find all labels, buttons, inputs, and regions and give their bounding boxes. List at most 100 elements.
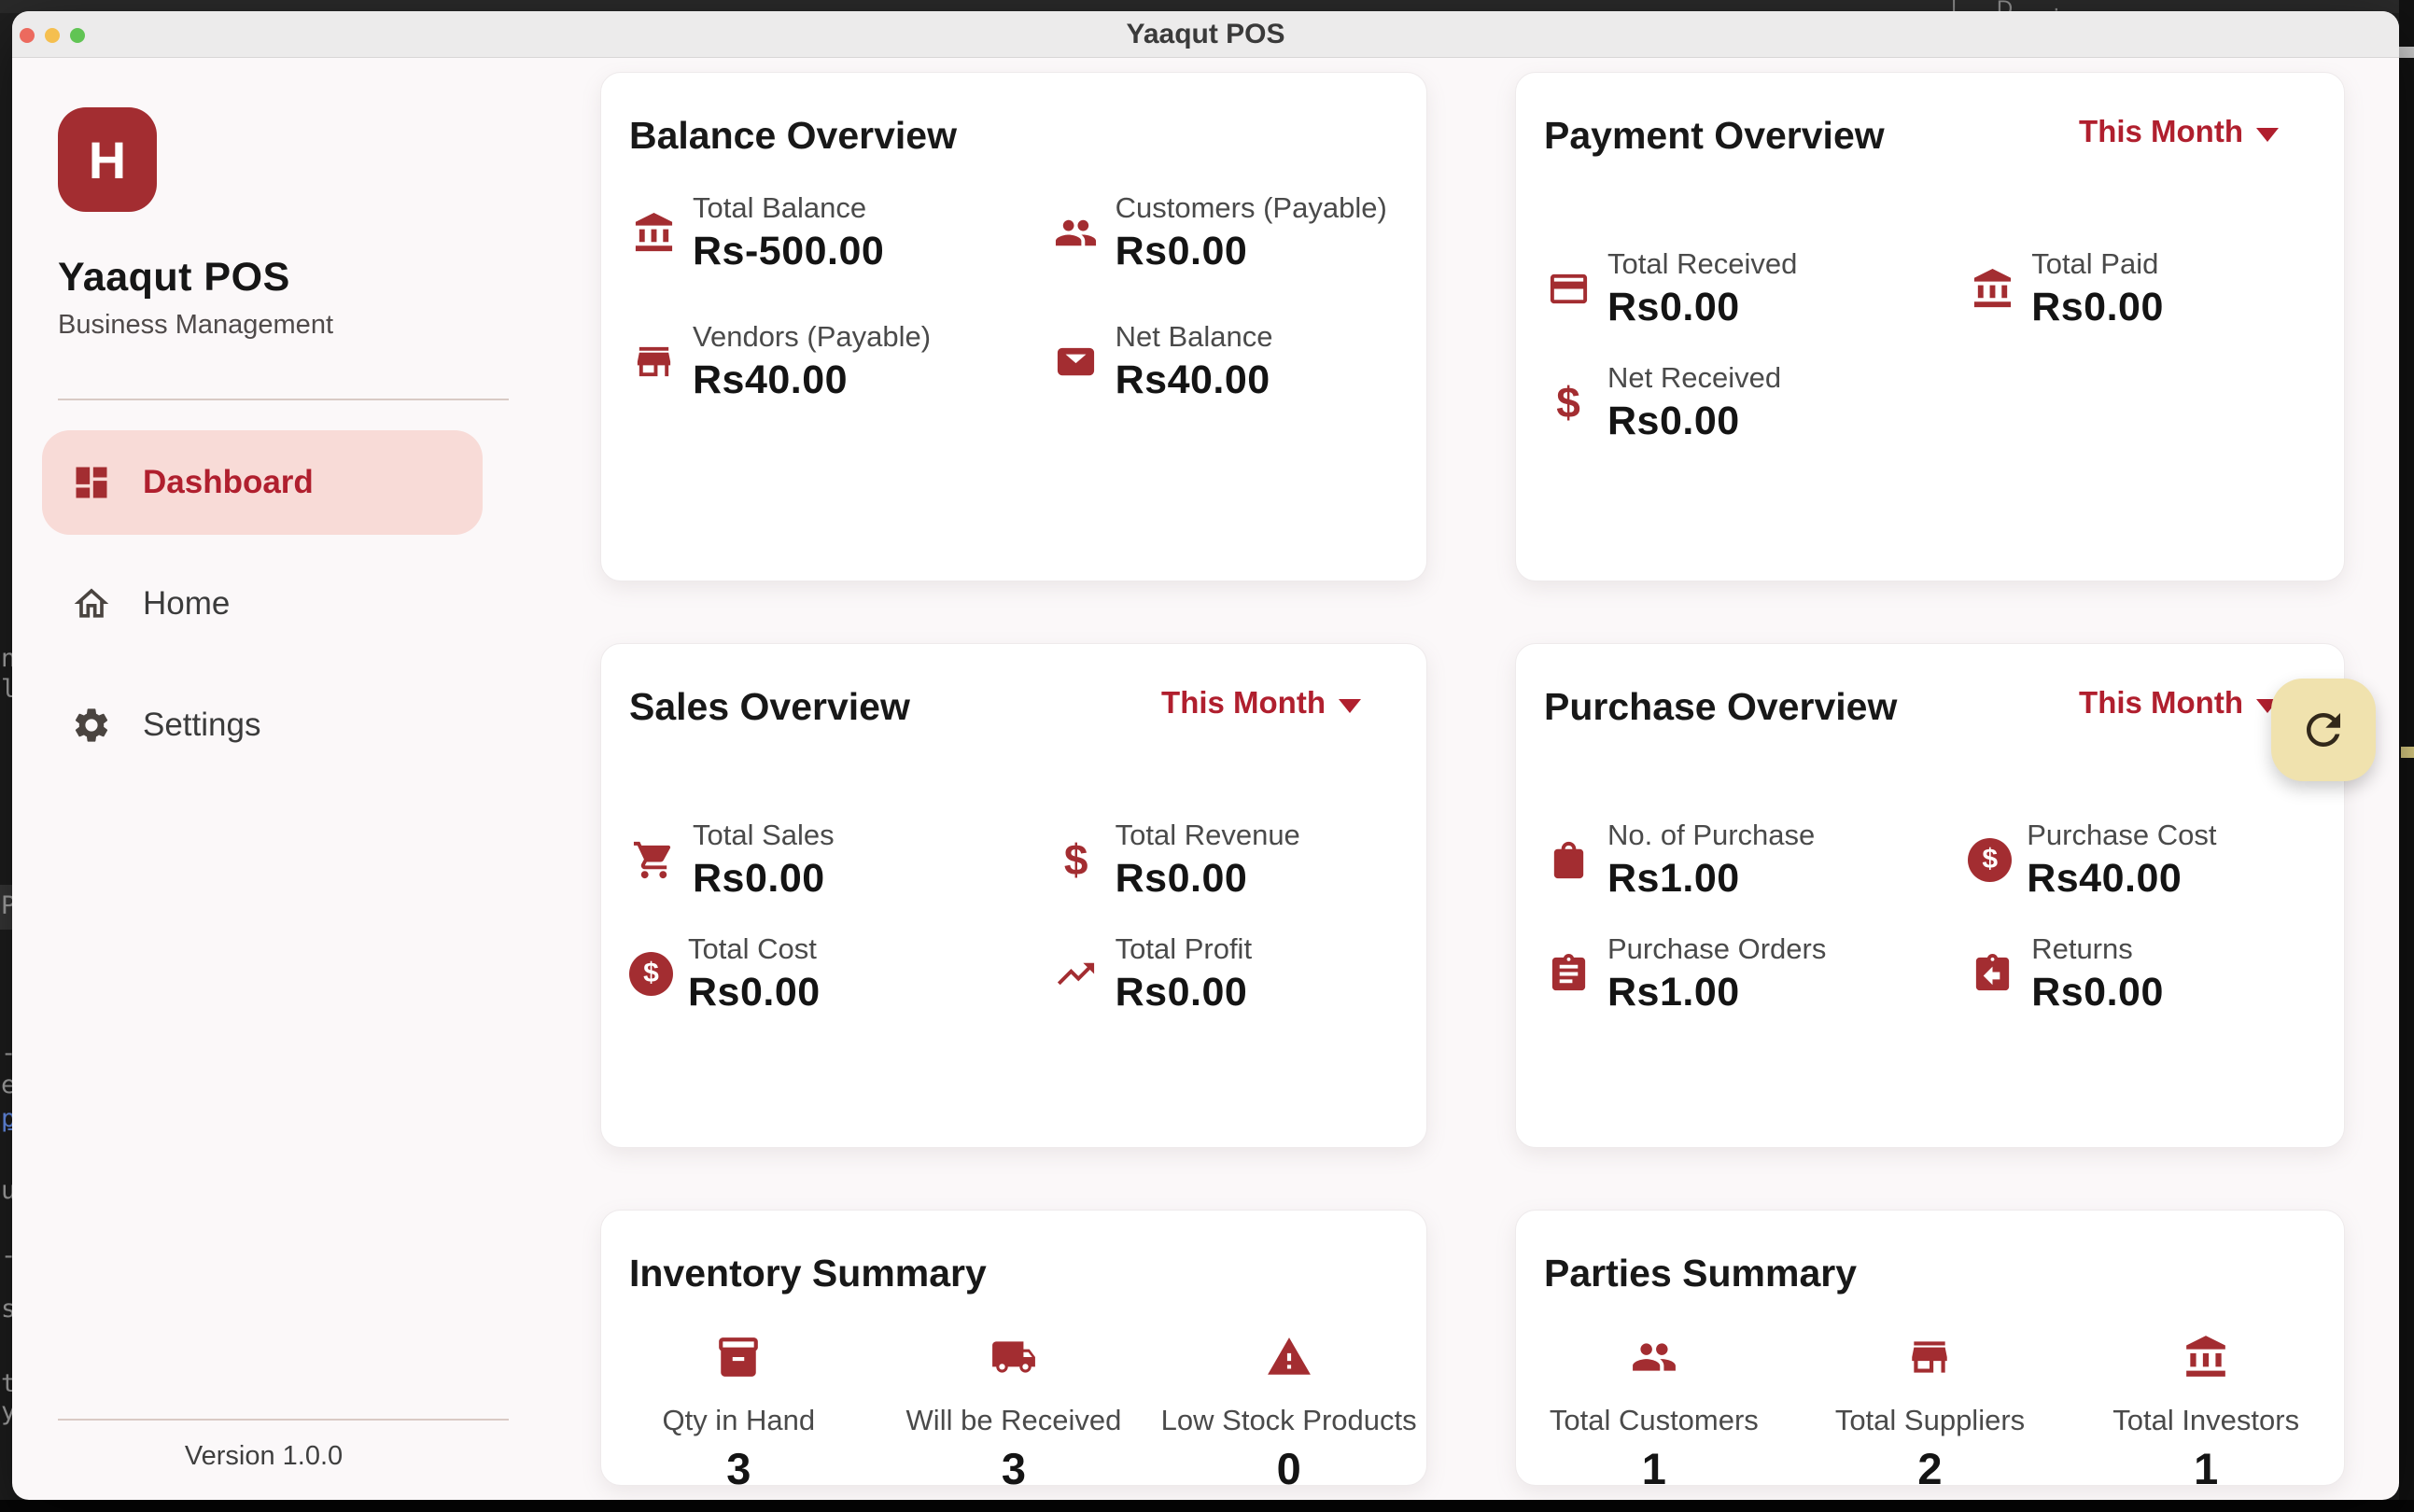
stat-text: Total Sales Rs0.00 [693, 816, 835, 903]
stat-total-revenue: $ Total Revenue Rs0.00 [1052, 816, 1426, 903]
stat-label: Total Revenue [1115, 819, 1300, 851]
inventory-summary-card: Inventory Summary Qty in Hand 3 Will be Rec… [600, 1210, 1427, 1493]
stat-value: Rs0.00 [1115, 970, 1248, 1015]
stat-total-balance: Total Balance Rs-500.00 [629, 189, 1052, 276]
card-title: Inventory Summary [629, 1252, 987, 1295]
payment-overview-card: Payment Overview This Month Total Received… [1515, 72, 2345, 581]
stat-label: Total Profit [1115, 932, 1253, 965]
card-title: Sales Overview [629, 685, 910, 728]
stat-label: Total Sales [693, 819, 835, 851]
dollar-circle-icon: $ [1968, 837, 2013, 882]
stat-value: Rs0.00 [693, 856, 825, 901]
background-left-tab [0, 885, 12, 930]
summary-label: Total Customers [1549, 1404, 1759, 1436]
period-filter-dropdown[interactable]: This Month [1161, 685, 1361, 721]
stat-total-profit: Total Profit Rs0.00 [1052, 930, 1426, 1017]
period-filter-label: This Month [2079, 685, 2243, 720]
stat-no-of-purchase: No. of Purchase Rs1.00 [1544, 816, 1968, 903]
stat-text: Net Balance Rs40.00 [1116, 317, 1273, 405]
card-title: Parties Summary [1544, 1252, 1858, 1295]
stat-text: No. of Purchase Rs1.00 [1607, 816, 1815, 903]
sales-overview-card: Sales Overview This Month Total Sales Rs0.0… [600, 643, 1427, 1148]
period-filter-dropdown[interactable]: This Month [2079, 685, 2279, 721]
period-filter-label: This Month [1161, 685, 1326, 720]
stat-value: Rs-500.00 [693, 229, 885, 273]
stat-value: Rs40.00 [1115, 357, 1270, 402]
summary-value: 1 [1641, 1444, 1666, 1493]
sidebar-item-home[interactable]: Home [42, 552, 483, 656]
window-title: Yaaqut POS [1126, 19, 1285, 49]
stat-value: Rs40.00 [693, 357, 849, 402]
chevron-down-icon [2256, 127, 2279, 142]
sidebar: H Yaaqut POS Business Management Dashboa… [12, 58, 515, 1500]
stat-text: Purchase Cost Rs40.00 [2027, 816, 2216, 903]
card-header: Purchase Overview This Month [1516, 644, 2344, 729]
summary-label: Low Stock Products [1160, 1404, 1417, 1436]
stat-label: Purchase Orders [1607, 932, 1827, 965]
stat-vendors-payable: Vendors (Payable) Rs40.00 [629, 317, 1052, 405]
card-header: Payment Overview This Month [1516, 73, 2344, 158]
bank-icon [629, 208, 678, 257]
traffic-lights [20, 28, 85, 43]
summary-value: 3 [1001, 1444, 1027, 1493]
stat-total-received: Total Received Rs0.00 [1544, 245, 1968, 332]
sidebar-bottom-divider [58, 1419, 509, 1421]
sidebar-item-settings[interactable]: Settings [42, 673, 483, 777]
background-window-bottom-strip [0, 1500, 2414, 1512]
summary-label: Total Suppliers [1834, 1404, 2026, 1436]
refresh-button[interactable] [2271, 679, 2376, 781]
stat-label: Net Received [1607, 361, 1782, 394]
card-stats: Total Sales Rs0.00 $ Total Revenue Rs0.00 $ To… [601, 816, 1426, 1017]
background-window-top-strip: | D · [0, 0, 2414, 13]
clipboard-return-icon [1968, 949, 2016, 998]
stat-total-cost: $ Total Cost Rs0.00 [629, 930, 1052, 1017]
card-stats: No. of Purchase Rs1.00 $ Purchase Cost Rs40.… [1516, 816, 2344, 1017]
sidebar-item-label: Settings [143, 707, 261, 743]
sidebar-divider [58, 399, 509, 400]
clipboard-icon [1544, 949, 1593, 998]
stat-total-paid: Total Paid Rs0.00 [1968, 245, 2344, 332]
stat-value: Rs0.00 [2031, 970, 2164, 1015]
bank-icon [2182, 1333, 2230, 1381]
stat-text: Total Cost Rs0.00 [688, 930, 821, 1017]
minimize-button[interactable] [45, 28, 60, 43]
card-stats: Total Received Rs0.00 Total Paid Rs0.00 $ Net… [1516, 245, 2344, 446]
summary-low-stock-products: Low Stock Products 0 [1151, 1333, 1426, 1494]
summary-value: 1 [2194, 1444, 2219, 1493]
summary-label: Will be Received [905, 1404, 1122, 1436]
summary-value: 3 [726, 1444, 751, 1493]
stat-text: Net Received Rs0.00 [1607, 358, 1781, 446]
stat-text: Customers (Payable) Rs0.00 [1116, 189, 1387, 276]
card-header: Inventory Summary [601, 1211, 1426, 1295]
stat-text: Total Profit Rs0.00 [1116, 930, 1252, 1017]
zoom-button[interactable] [70, 28, 85, 43]
stat-label: Purchase Cost [2027, 819, 2217, 851]
stat-label: Total Received [1607, 247, 1798, 280]
sidebar-item-dashboard[interactable]: Dashboard [42, 430, 483, 535]
inventory-box-icon [714, 1333, 763, 1381]
period-filter-label: This Month [2079, 114, 2243, 148]
period-filter-dropdown[interactable]: This Month [2079, 114, 2279, 149]
stat-text: Vendors (Payable) Rs40.00 [693, 317, 931, 405]
card-title: Payment Overview [1544, 114, 1885, 157]
close-button[interactable] [20, 28, 35, 43]
card-header: Balance Overview [601, 73, 1426, 158]
shopping-bag-icon [1544, 835, 1593, 884]
stat-text: Total Balance Rs-500.00 [693, 189, 884, 276]
stat-value: Rs0.00 [1607, 399, 1740, 443]
app-logo-letter: H [88, 130, 127, 189]
card-header: Sales Overview This Month [601, 644, 1426, 729]
dollar-icon: $ [1556, 378, 1580, 427]
settings-icon [70, 704, 113, 747]
stat-value: Rs1.00 [1607, 856, 1740, 901]
background-right-yellow-fragment [2401, 747, 2414, 758]
background-right-lightbar [2395, 47, 2414, 58]
stat-value: Rs0.00 [1115, 856, 1248, 901]
stat-label: Returns [2031, 932, 2133, 965]
dashboard-icon [70, 461, 113, 504]
app-logo: H [58, 107, 157, 212]
dollar-icon: $ [1063, 835, 1088, 884]
stat-text: Returns Rs0.00 [2031, 930, 2164, 1017]
summary-will-be-received: Will be Received 3 [877, 1333, 1152, 1494]
storefront-icon [1905, 1333, 1954, 1381]
